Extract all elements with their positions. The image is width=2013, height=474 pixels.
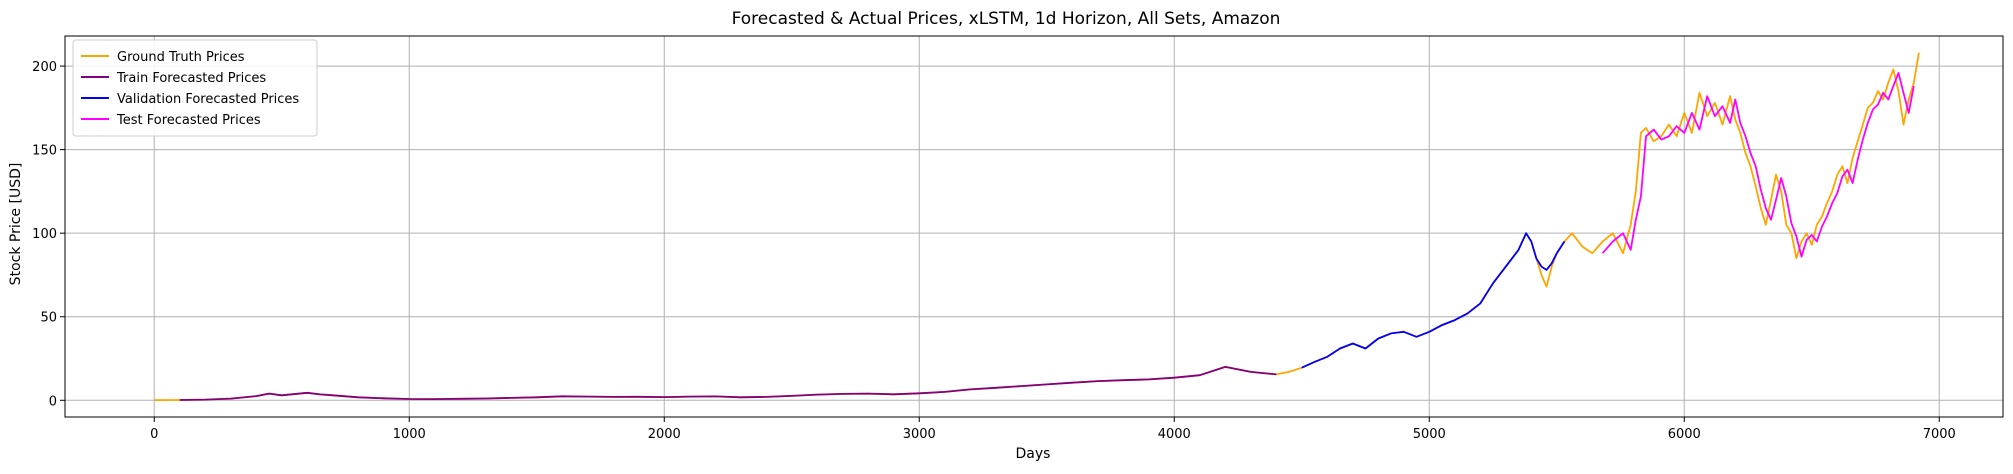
x-tick-label: 5000 bbox=[1413, 427, 1446, 442]
grid bbox=[65, 36, 2003, 417]
x-tick-label: 4000 bbox=[1158, 427, 1191, 442]
legend-label: Validation Forecasted Prices bbox=[117, 92, 299, 107]
y-tick-label: 0 bbox=[49, 394, 57, 409]
legend-label: Ground Truth Prices bbox=[117, 50, 245, 65]
series-group bbox=[154, 52, 1920, 401]
series-line-validation-forecasted-prices bbox=[1301, 232, 1566, 369]
series-line-test-forecasted-prices bbox=[1601, 71, 1915, 258]
x-tick-label: 6000 bbox=[1668, 427, 1701, 442]
x-tick-label: 2000 bbox=[648, 427, 681, 442]
y-tick-label: 50 bbox=[40, 311, 57, 326]
y-tick-label: 200 bbox=[32, 60, 57, 75]
series-line-ground-truth-prices bbox=[154, 52, 1920, 401]
legend-label: Test Forecasted Prices bbox=[116, 113, 261, 128]
plot-area-frame bbox=[64, 35, 2004, 418]
x-tick-label: 0 bbox=[150, 427, 158, 442]
legend: Ground Truth Prices Train Forecasted Pric… bbox=[72, 39, 318, 137]
y-tick-label: 150 bbox=[32, 144, 57, 159]
x-tick-label: 1000 bbox=[393, 427, 426, 442]
chart-title: Forecasted & Actual Prices, xLSTM, 1d Ho… bbox=[732, 9, 1281, 29]
legend-box bbox=[72, 39, 318, 137]
y-axis-label: Stock Price [USD] bbox=[8, 163, 24, 286]
x-tick-label: 7000 bbox=[1923, 427, 1956, 442]
y-tick-label: 100 bbox=[32, 227, 57, 242]
series-line-train-forecasted-prices bbox=[179, 365, 1277, 401]
x-axis-label: Days bbox=[1016, 446, 1051, 462]
legend-label: Train Forecasted Prices bbox=[116, 71, 266, 86]
axis-ticks: 0 1000 2000 3000 4000 5000 6000 7000 0 50 100 150 20… bbox=[32, 60, 1956, 442]
x-tick-label: 3000 bbox=[903, 427, 936, 442]
